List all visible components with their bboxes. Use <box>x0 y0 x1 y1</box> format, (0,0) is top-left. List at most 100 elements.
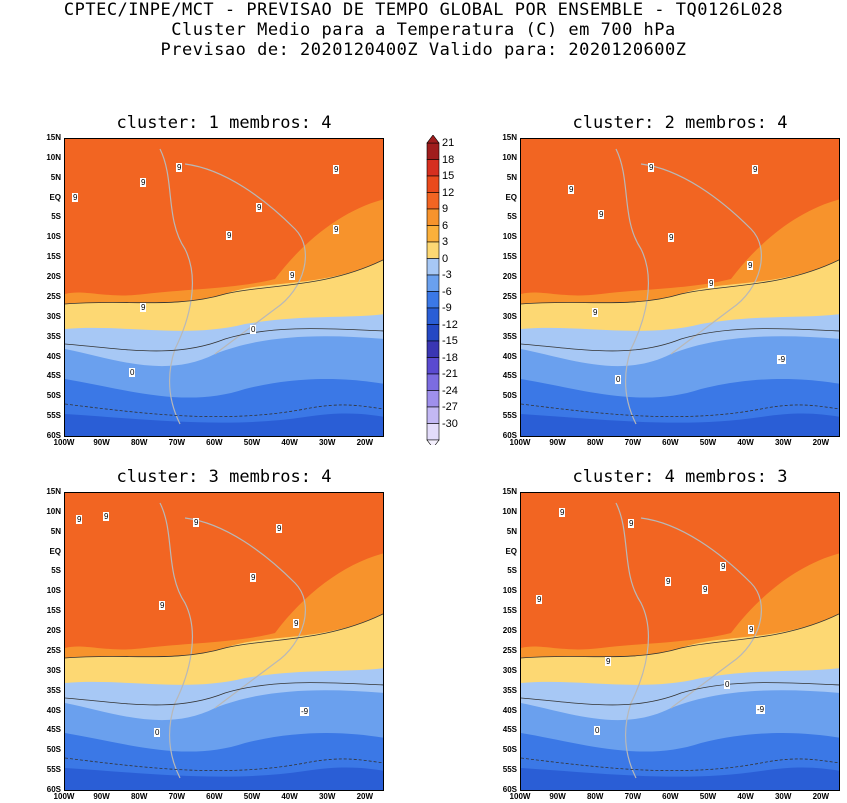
longitude-tick-label: 50W <box>699 438 717 447</box>
color-scale-segment <box>426 142 440 160</box>
longitude-tick-label: 30W <box>774 438 792 447</box>
latitude-tick-label: 15S <box>502 252 517 262</box>
contour-label: 9 <box>747 261 754 270</box>
contour-label: 9 <box>720 562 727 571</box>
latitude-tick-label: 60S <box>502 431 517 440</box>
panel-title: cluster: 1 membros: 4 <box>116 113 332 133</box>
longitude-tick-label: 30W <box>774 792 792 801</box>
longitude-tick-label: 100W <box>53 438 75 447</box>
temperature-map <box>520 492 840 791</box>
color-scale-bottom-arrow <box>426 439 440 449</box>
color-scale-label: 6 <box>442 219 449 232</box>
latitude-tick-label: 35S <box>46 331 61 341</box>
contour-label: 9 <box>76 515 83 524</box>
contour-label: 9 <box>103 512 110 521</box>
header-line-1: CPTEC/INPE/MCT - PREVISAO DE TEMPO GLOBA… <box>63 0 784 20</box>
temperature-band-neg9 <box>521 413 839 436</box>
color-scale-label: -9 <box>442 302 452 314</box>
latitude-tick-label: 5N <box>506 172 517 182</box>
longitude-tick-label: 100W <box>509 792 531 801</box>
latitude-tick-label: 5S <box>51 566 61 576</box>
color-scale-label: 9 <box>442 203 449 215</box>
contour-line <box>65 613 383 659</box>
contour-label: 9 <box>665 577 672 586</box>
color-scale-segment <box>426 274 440 292</box>
temperature-field <box>65 139 383 436</box>
longitude-tick-label: 40W <box>737 438 754 447</box>
contour-label: 0 <box>154 728 161 737</box>
latitude-tick-label: 50S <box>502 745 517 755</box>
latitude-tick-label: 45S <box>46 725 61 735</box>
latitude-tick-label: 25S <box>502 645 517 655</box>
contour-line-negative <box>65 403 383 418</box>
temperature-map <box>64 492 384 791</box>
latitude-tick-label: 30S <box>502 665 517 675</box>
latitude-tick-label: 20S <box>502 626 517 636</box>
color-scale-label: -27 <box>442 401 458 413</box>
longitude-tick-label: 100W <box>509 438 531 447</box>
longitude-tick-label: 30W <box>318 438 336 447</box>
latitude-tick-label: 35S <box>502 685 517 695</box>
panel-title: cluster: 3 membros: 4 <box>116 467 332 487</box>
temperature-band-neg9 <box>65 767 383 790</box>
contour-label: -9 <box>777 355 787 364</box>
color-scale-segment <box>426 175 440 193</box>
latitude-tick-label: 25S <box>46 291 61 301</box>
latitude-tick-label: 20S <box>46 272 61 282</box>
contour-label: 9 <box>568 185 575 194</box>
latitude-tick-label: 25S <box>502 291 517 301</box>
latitude-tick-label: 10N <box>502 506 517 516</box>
latitude-tick-label: 55S <box>502 411 517 421</box>
contour-label: 9 <box>752 165 759 174</box>
latitude-tick-label: 15N <box>502 487 517 496</box>
contour-label: 9 <box>140 303 147 312</box>
longitude-tick-label: 20W <box>812 438 830 447</box>
longitude-tick-label: 60W <box>206 792 223 801</box>
contour-label: 9 <box>293 619 300 628</box>
color-scale <box>424 134 442 449</box>
coastline <box>184 517 306 709</box>
contour-line <box>521 613 839 659</box>
latitude-tick-label: 15N <box>46 133 61 142</box>
latitude-tick-label: 55S <box>502 765 517 775</box>
contour-label: 9 <box>708 279 715 288</box>
color-scale-label: 15 <box>442 170 455 182</box>
longitude-tick-label: 80W <box>586 792 604 801</box>
latitude-tick-label: 10S <box>502 232 517 242</box>
latitude-tick-label: 40S <box>502 705 517 715</box>
latitude-tick-label: 30S <box>46 665 61 675</box>
contour-label: 0 <box>594 726 601 735</box>
color-scale-segment <box>426 390 440 408</box>
color-scale-segment <box>426 208 440 226</box>
longitude-tick-label: 100W <box>53 792 75 801</box>
coastline <box>615 148 650 425</box>
color-scale-segment <box>426 258 440 276</box>
longitude-tick-label: 30W <box>318 792 336 801</box>
contour-label: 9 <box>598 210 605 219</box>
latitude-tick-label: 40S <box>46 351 61 361</box>
contour-label: 9 <box>176 163 183 172</box>
latitude-tick-label: 10S <box>46 232 61 242</box>
latitude-tick-label: EQ <box>49 546 61 556</box>
latitude-tick-label: 15S <box>46 252 61 262</box>
color-scale-label: -21 <box>442 368 458 380</box>
contour-label: 9 <box>592 308 599 317</box>
contour-line <box>521 682 839 706</box>
contour-line <box>65 682 383 706</box>
contour-label: 9 <box>559 508 566 517</box>
latitude-tick-label: 60S <box>502 785 517 794</box>
longitude-tick-label: 40W <box>737 792 754 801</box>
longitude-tick-label: 40W <box>281 438 298 447</box>
latitude-tick-label: 15S <box>46 606 61 616</box>
color-scale-label: 18 <box>442 153 455 166</box>
coastline <box>640 163 762 355</box>
latitude-tick-label: 10N <box>46 506 61 516</box>
header-line-3: Previsao de: 2020120400Z Valido para: 20… <box>160 40 687 60</box>
longitude-tick-label: 60W <box>662 792 679 801</box>
color-scale-segment <box>426 291 440 309</box>
contour-line-negative <box>521 403 839 418</box>
latitude-tick-label: 40S <box>502 351 517 361</box>
contour-label: 9 <box>702 585 709 594</box>
contour-label: 0 <box>724 680 731 689</box>
contour-line <box>521 328 839 352</box>
